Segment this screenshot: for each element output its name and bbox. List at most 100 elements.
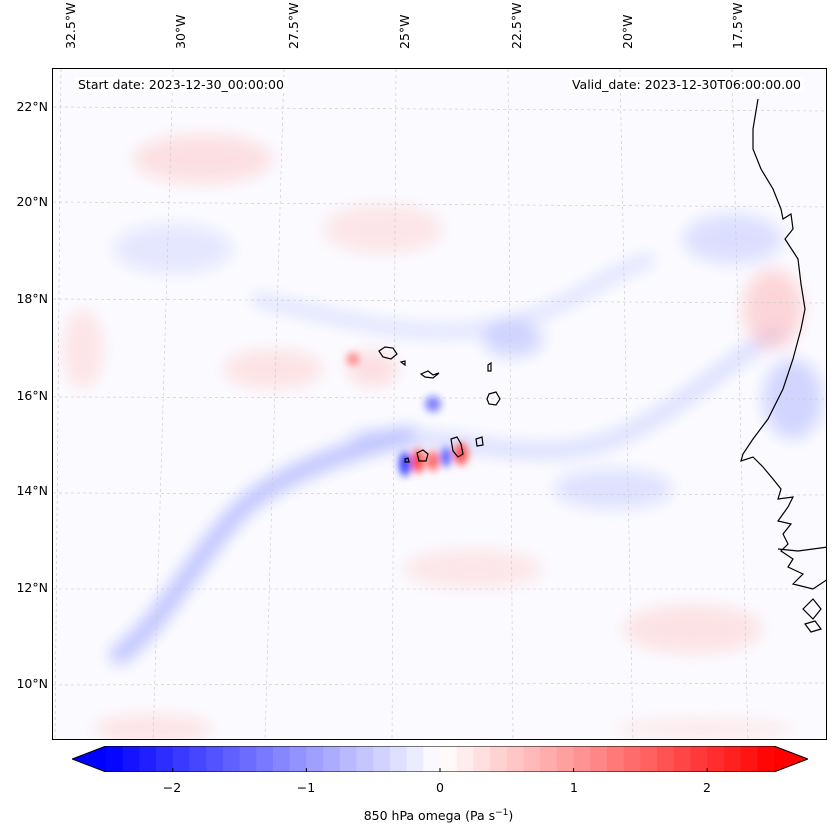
colorbar-swatch — [590, 746, 608, 772]
colorbar-tick-label: −2 — [162, 780, 182, 795]
colorbar-tick-label: −1 — [296, 780, 316, 795]
colorbar-swatch — [139, 746, 157, 772]
colorbar-tick-label: 1 — [570, 780, 578, 795]
sao-vicente — [399, 360, 406, 367]
colorbar-swatch — [490, 746, 508, 772]
brava — [404, 457, 410, 463]
colorbar-swatch — [440, 746, 458, 772]
island-dipoles — [347, 353, 468, 476]
colorbar-extend-max — [774, 746, 808, 772]
coastlines — [378, 98, 826, 633]
lon-label-30w: 30°W — [173, 14, 188, 49]
sao-nicolau — [419, 370, 440, 379]
colorbar-swatch — [356, 746, 374, 772]
lat-label-16n: 16°N — [16, 388, 48, 403]
positive-omega-patch — [743, 269, 803, 349]
guinea-bissau-coast — [802, 598, 822, 620]
santiago — [450, 436, 464, 458]
colorbar-swatch — [106, 746, 124, 772]
positive-omega-patch — [323, 204, 443, 254]
west-africa-coastline — [740, 98, 826, 590]
lat-label-10n: 10°N — [16, 676, 48, 691]
start-date-label: Start date: 2023-12-30_00:00:00 — [75, 77, 287, 92]
colorbar-swatch — [172, 746, 191, 772]
gridlines — [53, 69, 826, 739]
colorbar-swatch — [389, 746, 408, 772]
omega-field-map — [53, 69, 826, 739]
colorbar-swatch — [757, 746, 775, 772]
colorbar-swatch — [239, 746, 257, 772]
negative-omega-band — [352, 322, 787, 459]
colorbar-tick-label: 0 — [436, 780, 444, 795]
valid-date-label: Valid_date: 2023-12-30T06:00:00.00 — [568, 77, 804, 92]
colorbar-swatch — [506, 746, 525, 772]
maio — [475, 436, 484, 447]
colorbar-swatch — [657, 746, 675, 772]
colorbar-extend-min — [72, 746, 106, 772]
colorbar-swatch — [607, 746, 625, 772]
colorbar-swatch — [556, 746, 575, 772]
colorbar-swatch — [673, 746, 692, 772]
negative-omega-patch — [553, 469, 673, 509]
positive-omega-patch — [63, 309, 103, 389]
colorbar — [72, 746, 808, 772]
positive-omega-patch — [623, 604, 763, 654]
colorbar-swatch — [640, 746, 658, 772]
lat-label-20n: 20°N — [16, 194, 48, 209]
colorbar-swatch — [690, 746, 708, 772]
colorbar-swatch — [273, 746, 291, 772]
negative-omega-band — [251, 253, 655, 338]
colorbar-tick-label: 2 — [703, 780, 711, 795]
lon-label-20w: 20°W — [620, 14, 635, 49]
positive-omega-patch — [613, 719, 793, 739]
colorbar-swatch — [573, 746, 591, 772]
colorbar-swatch — [523, 746, 541, 772]
colorbar-swatch — [189, 746, 207, 772]
sal — [487, 361, 492, 372]
map-panel — [52, 68, 827, 740]
colorbar-swatch — [740, 746, 758, 772]
lat-label-14n: 14°N — [16, 483, 48, 498]
lon-label-25w: 25°W — [397, 14, 412, 49]
positive-omega-patch — [223, 349, 323, 389]
colorbar-swatch — [540, 746, 558, 772]
lat-label-22n: 22°N — [16, 99, 48, 114]
santo-antao — [378, 346, 398, 360]
gambia-coast — [777, 546, 826, 552]
colorbar-swatch — [723, 746, 742, 772]
lon-label-27-5w: 27.5°W — [286, 2, 301, 49]
colorbar-swatch — [206, 746, 224, 772]
colorbar-swatch — [623, 746, 641, 772]
boa-vista — [486, 391, 501, 406]
colorbar-swatch — [423, 746, 441, 772]
colorbar-swatch — [323, 746, 341, 772]
omega-field-patches — [63, 134, 823, 739]
colorbar-swatch — [122, 746, 140, 772]
negative-omega-band — [108, 425, 416, 667]
colorbar-swatch — [373, 746, 391, 772]
lon-label-17-5w: 17.5°W — [730, 2, 745, 49]
lat-label-12n: 12°N — [16, 580, 48, 595]
colorbar-swatch — [406, 746, 424, 772]
colorbar-swatch — [289, 746, 307, 772]
negative-omega-patch — [483, 321, 543, 357]
lon-label-22-5w: 22.5°W — [509, 2, 524, 49]
fogo — [416, 449, 429, 462]
colorbar-swatch — [473, 746, 491, 772]
colorbar-swatch — [339, 746, 358, 772]
colorbar-swatch — [222, 746, 241, 772]
colorbar-title: 850 hPa omega (Pa s−1) — [363, 808, 514, 824]
positive-omega-patch — [93, 714, 213, 739]
lon-label-32-5w: 32.5°W — [63, 2, 78, 49]
lat-label-18n: 18°N — [16, 291, 48, 306]
colorbar-swatch — [707, 746, 725, 772]
colorbar-swatch — [156, 746, 174, 772]
colorbar-swatch — [456, 746, 474, 772]
colorbar-swatch — [256, 746, 274, 772]
positive-omega-patch — [403, 549, 543, 589]
positive-omega-patch — [348, 351, 398, 387]
positive-omega-patch — [133, 134, 273, 184]
negative-omega-patch — [683, 214, 783, 264]
colorbar-swatch — [306, 746, 324, 772]
negative-omega-patch — [113, 224, 233, 274]
